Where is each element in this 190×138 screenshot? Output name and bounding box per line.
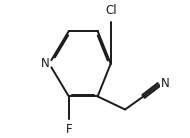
- Text: N: N: [40, 57, 49, 70]
- Text: N: N: [160, 77, 169, 90]
- Text: Cl: Cl: [105, 4, 116, 17]
- Text: F: F: [66, 123, 72, 136]
